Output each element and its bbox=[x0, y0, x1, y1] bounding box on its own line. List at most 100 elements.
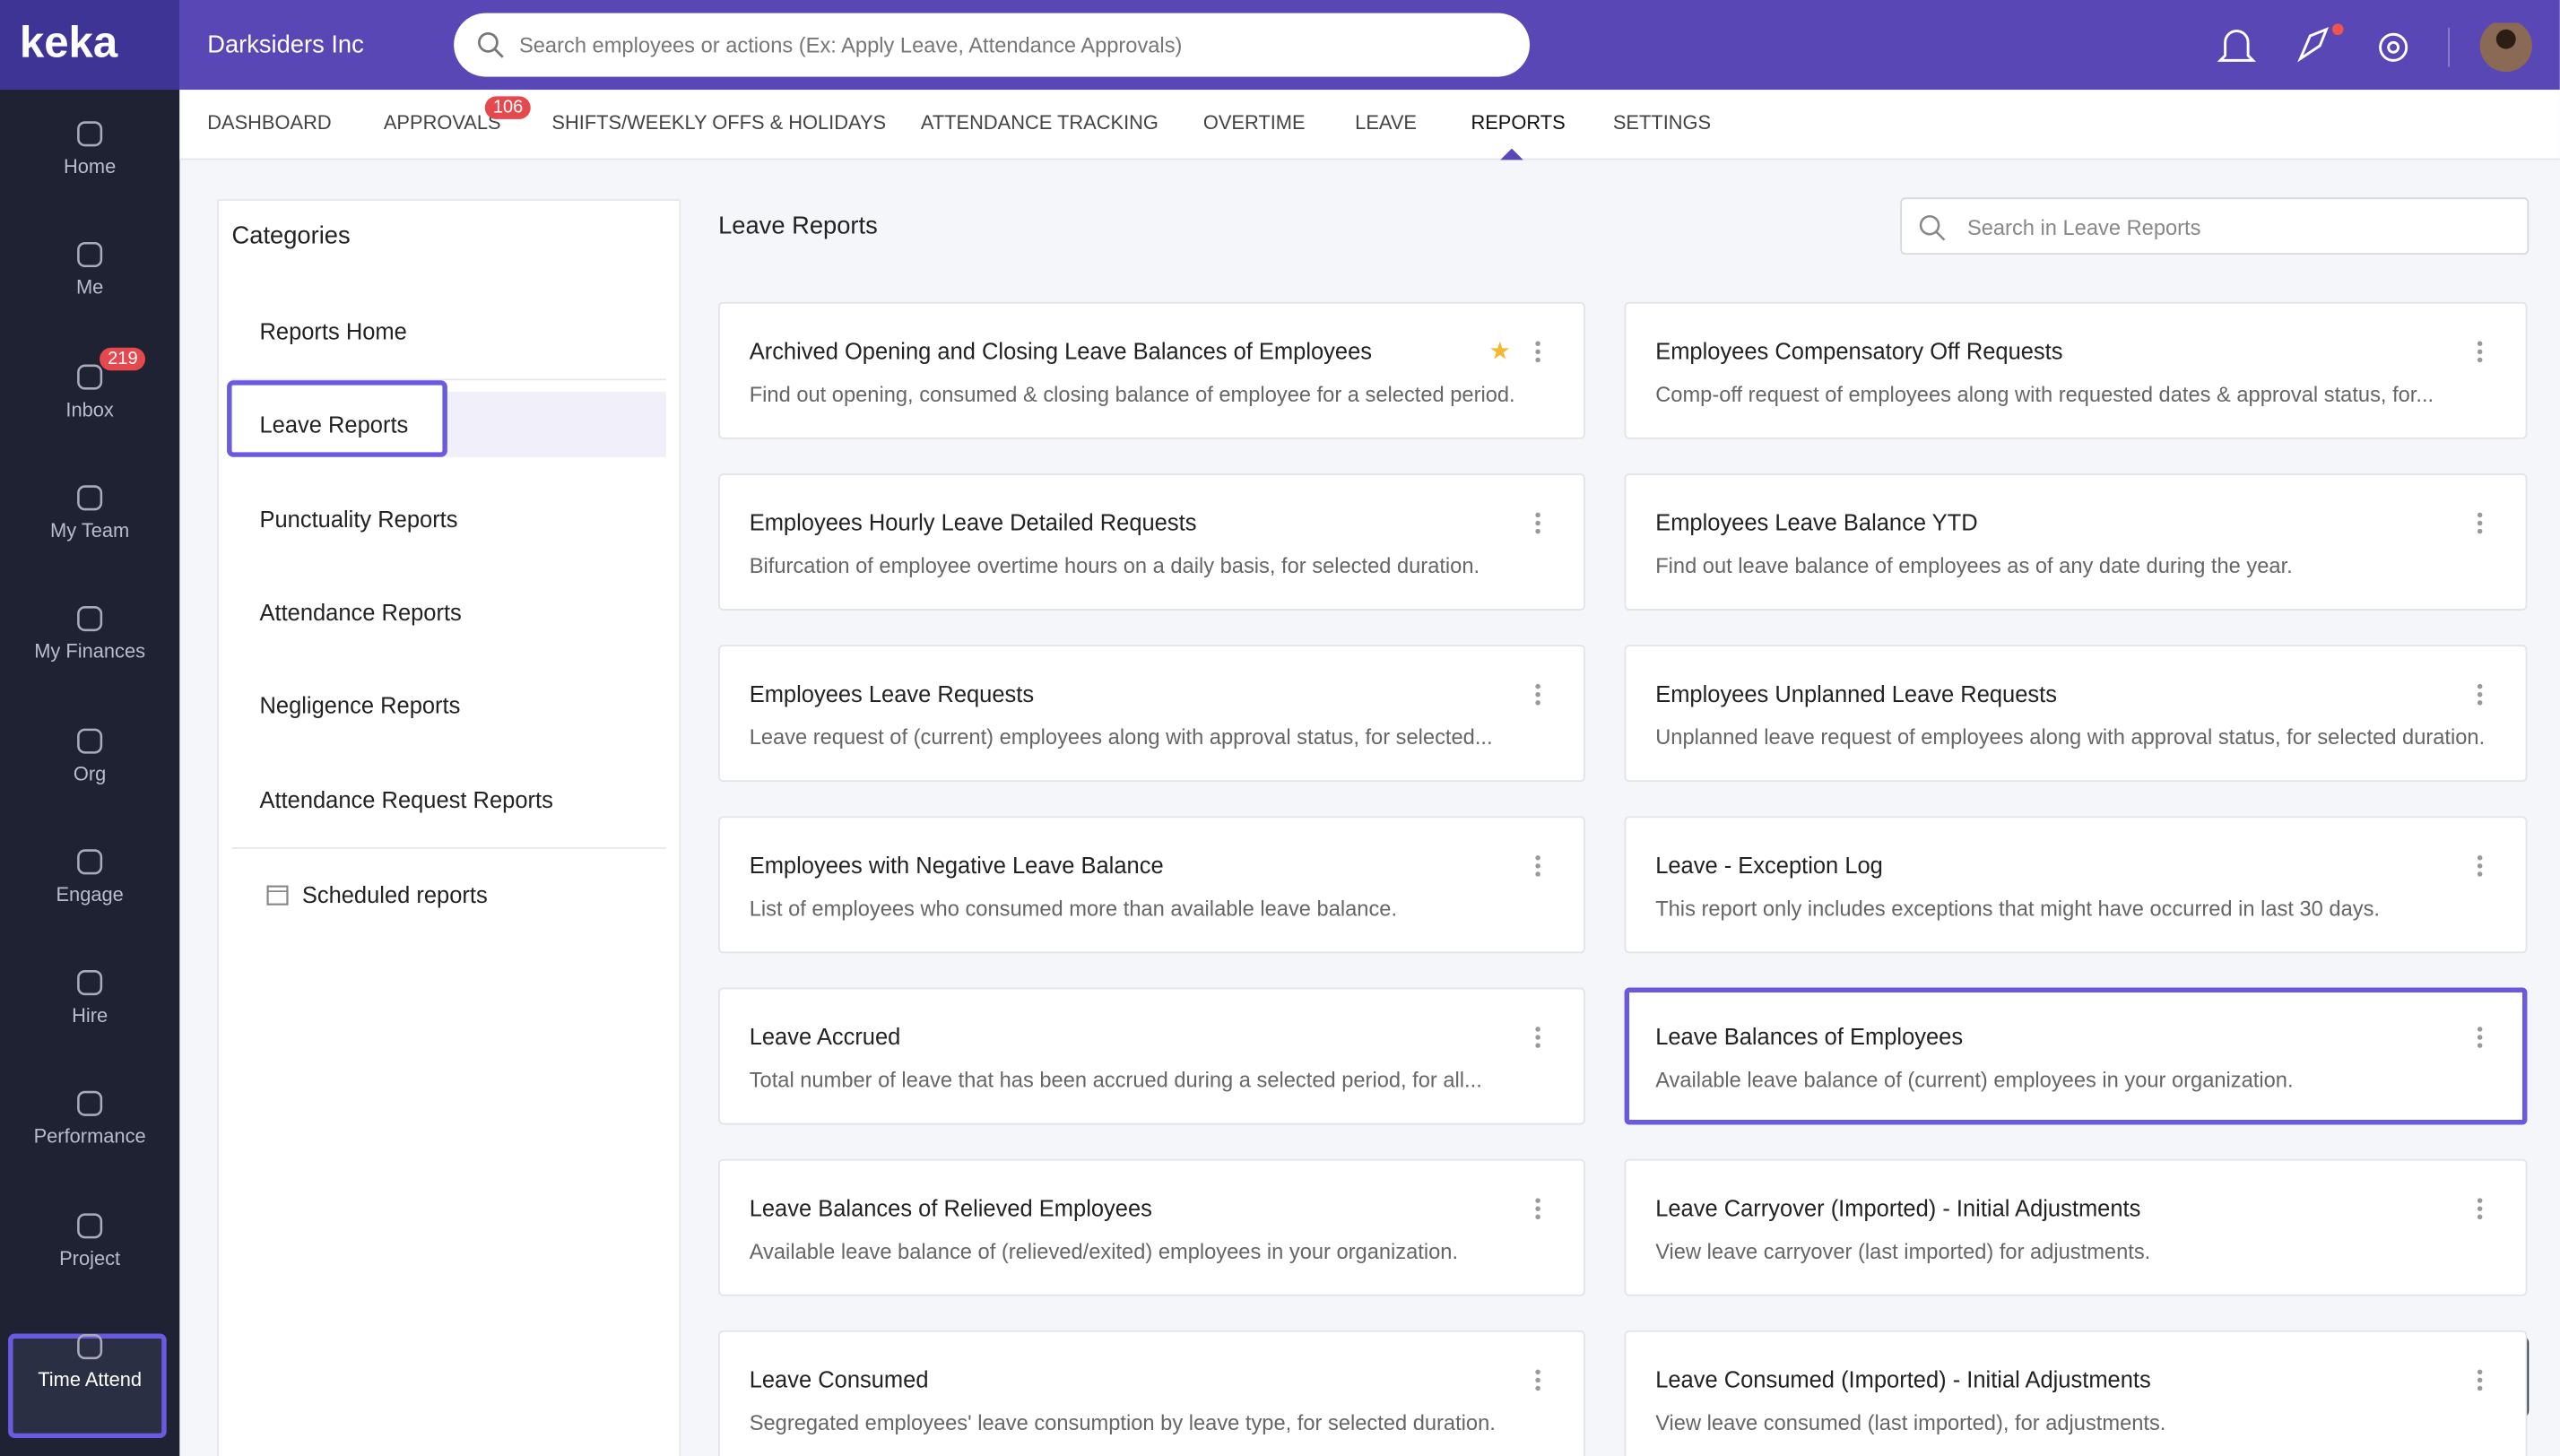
menu-dots[interactable] bbox=[1534, 1025, 1541, 1048]
search-placeholder: Search in Leave Reports bbox=[1966, 215, 2201, 240]
report-description: Available leave balance of (current) emp… bbox=[1655, 1067, 2294, 1093]
tab[interactable]: APPROVALS bbox=[383, 110, 501, 134]
tab[interactable]: DASHBOARD bbox=[207, 110, 332, 134]
calendar-icon bbox=[266, 885, 289, 906]
report-card[interactable]: Employees Hourly Leave Detailed Requests… bbox=[718, 473, 1585, 611]
menu-dots[interactable] bbox=[1534, 1367, 1541, 1391]
nav-label: My Finances bbox=[34, 640, 146, 663]
report-card[interactable]: Employees Leave Requests Leave request of… bbox=[718, 645, 1585, 783]
nav-item[interactable]: Performance bbox=[0, 1083, 179, 1181]
main-title: Leave Reports bbox=[718, 212, 878, 240]
category[interactable]: Reports Home bbox=[259, 318, 407, 345]
menu-dots[interactable] bbox=[1534, 682, 1541, 706]
report-title: Employees Unplanned Leave Requests bbox=[1655, 680, 2057, 707]
category[interactable]: Punctuality Reports bbox=[259, 505, 458, 532]
nav-item[interactable]: Time Attend bbox=[0, 1325, 179, 1423]
tab[interactable]: OVERTIME bbox=[1202, 110, 1306, 134]
nav-label: Performance bbox=[33, 1125, 146, 1148]
report-card[interactable]: Archived Opening and Closing Leave Balan… bbox=[718, 301, 1585, 439]
global-search[interactable]: Search employees or actions (Ex: Apply L… bbox=[454, 13, 1530, 77]
tab-indicator bbox=[1500, 148, 1523, 160]
nav-item[interactable]: Project bbox=[0, 1204, 179, 1302]
divider bbox=[231, 846, 666, 849]
top-icons[interactable] bbox=[2212, 22, 2538, 73]
menu-dots[interactable] bbox=[1534, 510, 1541, 534]
menu-dots[interactable] bbox=[2477, 682, 2484, 706]
nav-icon bbox=[77, 1091, 103, 1117]
nav-label: Hire bbox=[72, 1003, 108, 1027]
active-outline bbox=[227, 380, 447, 458]
nav-item[interactable]: Home bbox=[0, 113, 179, 211]
nav-label: Me bbox=[75, 276, 104, 299]
nav-icon bbox=[77, 970, 103, 996]
report-card[interactable]: Employees Unplanned Leave Requests Unplan… bbox=[1624, 645, 2528, 783]
active-nav bbox=[8, 1333, 167, 1439]
report-description: View leave carryover (last imported) for… bbox=[1655, 1238, 2151, 1264]
report-title: Employees Leave Requests bbox=[749, 680, 1035, 707]
company[interactable]: Darksiders Inc bbox=[207, 30, 364, 59]
report-card[interactable]: Employees Leave Balance YTD Find out leav… bbox=[1624, 473, 2528, 611]
tab[interactable]: REPORTS bbox=[1471, 110, 1566, 134]
nav-icon bbox=[77, 242, 103, 268]
nav-item[interactable]: My Finances bbox=[0, 598, 179, 696]
tab-badge: 106 bbox=[484, 96, 532, 119]
tab[interactable]: SHIFTS/WEEKLY OFFS & HOLIDAYS bbox=[551, 110, 887, 134]
menu-dots[interactable] bbox=[2477, 854, 2484, 877]
menu-dots[interactable] bbox=[1534, 854, 1541, 877]
nav-item[interactable]: Inbox 219 bbox=[0, 347, 179, 453]
nav-label: Org bbox=[73, 761, 107, 784]
category[interactable]: Attendance Reports bbox=[259, 598, 462, 626]
report-card[interactable]: Leave Consumed (Imported) - Initial Adju… bbox=[1624, 1330, 2528, 1456]
nav-icon bbox=[77, 1212, 103, 1238]
report-title: Employees Leave Balance YTD bbox=[1655, 509, 1978, 536]
nav-item[interactable]: My Team bbox=[0, 476, 179, 574]
scheduled-reports[interactable]: Scheduled reports bbox=[301, 881, 488, 908]
report-card[interactable]: Leave - Exception Log This report only in… bbox=[1624, 816, 2528, 954]
report-card[interactable]: Employees Compensatory Off Requests Comp-… bbox=[1624, 301, 2528, 439]
nav-item[interactable]: Hire bbox=[0, 962, 179, 1060]
report-description: List of employees who consumed more than… bbox=[749, 896, 1398, 921]
tab[interactable]: ATTENDANCE TRACKING bbox=[920, 110, 1159, 134]
nav-label: Inbox bbox=[65, 397, 114, 421]
menu-dots[interactable] bbox=[1534, 1196, 1541, 1220]
menu-dots[interactable] bbox=[1534, 339, 1541, 363]
report-card[interactable]: Leave Consumed Segregated employees' leav… bbox=[718, 1330, 1585, 1456]
menu-dots[interactable] bbox=[2477, 1025, 2484, 1048]
nav-item[interactable]: Me bbox=[0, 234, 179, 332]
report-description: Find out leave balance of employees as o… bbox=[1655, 553, 2293, 578]
report-card[interactable]: Leave Carryover (Imported) - Initial Adj… bbox=[1624, 1158, 2528, 1296]
category[interactable]: Leave Reports bbox=[259, 412, 409, 438]
report-card[interactable]: Leave Balances of Employees Available lea… bbox=[1624, 987, 2528, 1125]
report-title: Employees Hourly Leave Detailed Requests bbox=[749, 509, 1197, 536]
report-title: Leave Balances of Employees bbox=[1655, 1023, 1964, 1050]
menu-dots[interactable] bbox=[2477, 339, 2484, 363]
brand: keka bbox=[19, 18, 118, 67]
nav-item[interactable]: Org bbox=[0, 719, 179, 817]
report-title: Leave - Exception Log bbox=[1655, 852, 1883, 879]
nav-item[interactable]: Engage bbox=[0, 840, 179, 938]
report-card[interactable]: Employees with Negative Leave Balance Lis… bbox=[718, 816, 1585, 954]
report-card[interactable]: Leave Balances of Relieved Employees Avai… bbox=[718, 1158, 1585, 1296]
tab[interactable]: SETTINGS bbox=[1612, 110, 1712, 134]
nav-icon bbox=[77, 1334, 103, 1360]
brand-box bbox=[0, 0, 180, 91]
report-description: View leave consumed (last imported), for… bbox=[1655, 1410, 2166, 1435]
tab[interactable]: LEAVE bbox=[1355, 110, 1418, 134]
report-search[interactable]: Search in Leave Reports bbox=[1900, 197, 2530, 256]
category[interactable]: Negligence Reports bbox=[259, 692, 461, 719]
search-icon bbox=[478, 31, 504, 58]
report-card[interactable]: Leave Accrued Total number of leave that … bbox=[718, 987, 1585, 1125]
divider bbox=[231, 378, 666, 381]
nav-icon bbox=[77, 363, 103, 389]
menu-dots[interactable] bbox=[2477, 1196, 2484, 1220]
menu-dots[interactable] bbox=[2477, 510, 2484, 534]
category[interactable]: Attendance Request Reports bbox=[259, 785, 553, 812]
star[interactable]: ★ bbox=[1488, 337, 1511, 366]
report-description: Leave request of (current) employees alo… bbox=[749, 724, 1493, 750]
report-description: Segregated employees' leave consumption … bbox=[749, 1410, 1496, 1435]
nav-badge: 219 bbox=[100, 347, 146, 370]
menu-dots[interactable] bbox=[2477, 1367, 2484, 1391]
search-icon bbox=[1919, 214, 1946, 241]
report-title: Leave Consumed (Imported) - Initial Adju… bbox=[1655, 1365, 2151, 1393]
